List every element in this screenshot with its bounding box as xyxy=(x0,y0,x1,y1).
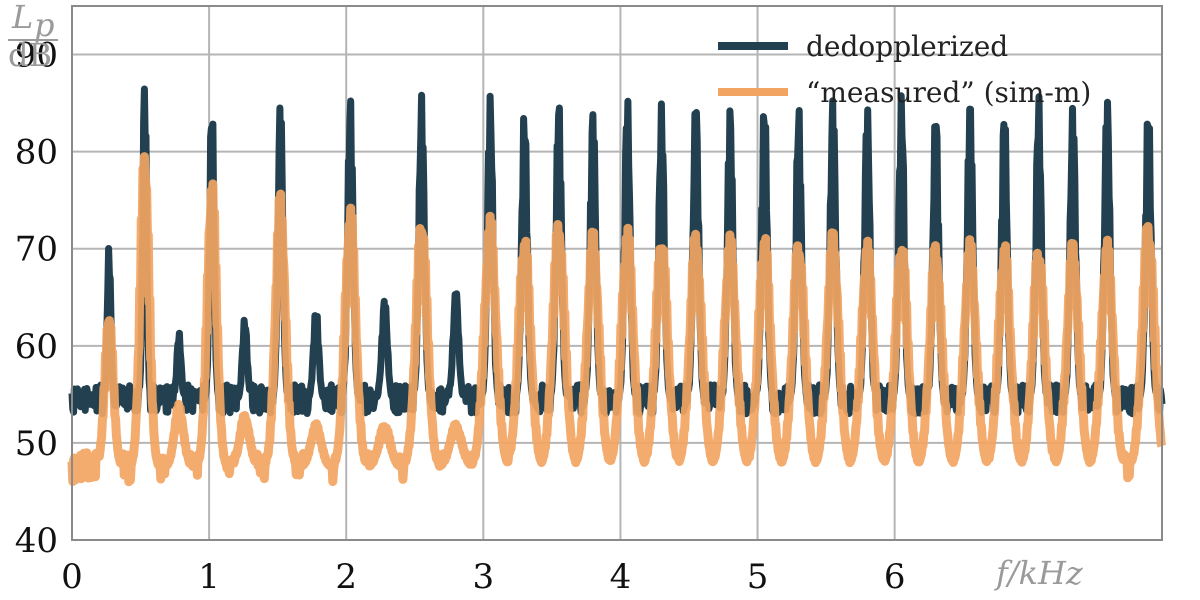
y-tick-label: 90 xyxy=(15,36,58,76)
x-axis-label: f/kHz xyxy=(994,554,1084,592)
series-line-measured xyxy=(67,152,1167,487)
legend-label-dedopplerized: dedopplerized xyxy=(806,30,1008,63)
y-tick-label: 60 xyxy=(15,327,58,367)
y-axis-label-numerator: L xyxy=(11,0,33,36)
y-tick-label: 80 xyxy=(15,133,58,173)
y-tick-label: 70 xyxy=(15,230,58,270)
plot-frame xyxy=(71,5,1163,541)
legend: dedopplerized “measured” (sim-m) xyxy=(718,30,1091,109)
x-tick-label: 6 xyxy=(884,557,906,597)
tick-labels: 0 1 2 3 4 5 6 40 50 60 70 80 90 xyxy=(15,36,906,597)
x-tick-label: 5 xyxy=(747,557,769,597)
x-tick-label: 3 xyxy=(473,557,495,597)
x-tick-label: 1 xyxy=(198,557,220,597)
x-tick-label: 0 xyxy=(61,557,83,597)
x-tick-label: 4 xyxy=(610,557,632,597)
legend-label-measured: “measured” (sim-m) xyxy=(806,76,1091,109)
y-tick-label: 40 xyxy=(15,521,58,561)
y-axis-label: L p dB xyxy=(8,0,58,74)
y-tick-label: 50 xyxy=(15,424,58,464)
x-tick-label: 2 xyxy=(335,557,357,597)
series-layer xyxy=(67,85,1167,487)
y-axis-label-denominator: dB xyxy=(8,36,52,74)
y-axis-label-subscript: p xyxy=(34,6,54,44)
